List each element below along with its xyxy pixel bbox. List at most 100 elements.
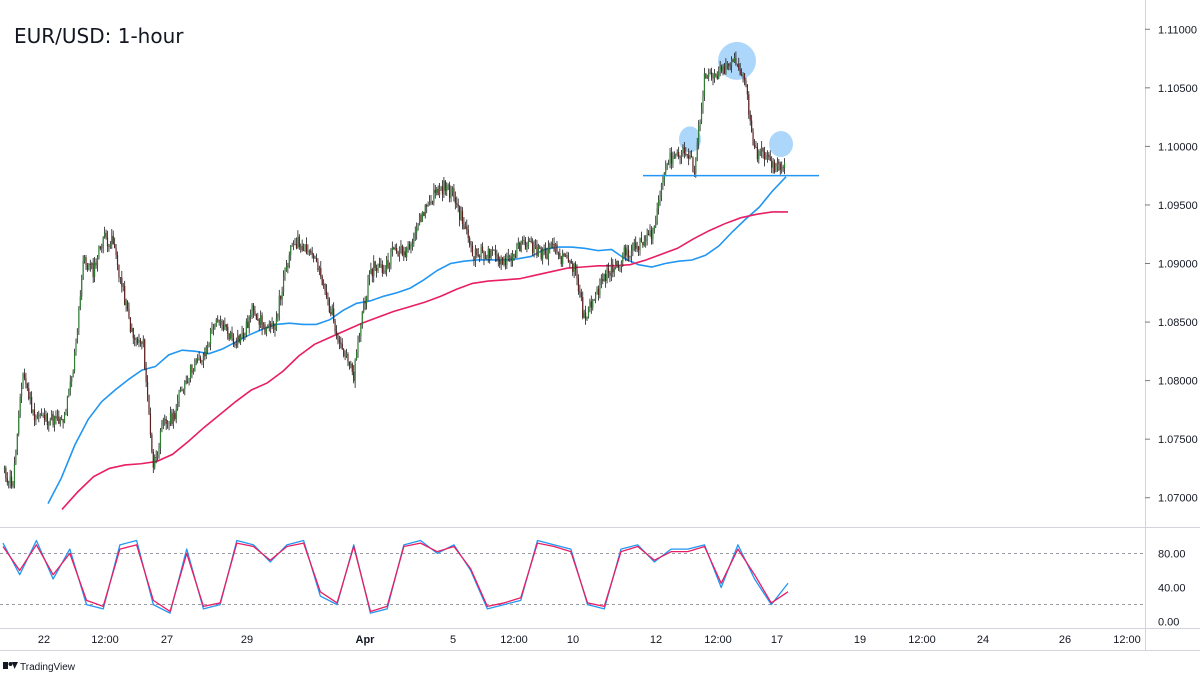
candle-body — [476, 248, 478, 255]
candle-body — [696, 142, 698, 159]
candle-body — [73, 352, 76, 372]
candle-body — [174, 413, 176, 420]
candle-body — [698, 125, 700, 143]
candle-body — [782, 167, 784, 169]
candle-body — [251, 305, 253, 314]
candle-body — [778, 161, 780, 165]
candle-body — [169, 412, 172, 424]
candle-body — [765, 158, 767, 160]
candle-body — [723, 65, 726, 75]
candle-body — [606, 268, 608, 281]
candle-body — [39, 415, 41, 417]
candle-body — [729, 65, 731, 67]
candle-body — [334, 321, 336, 332]
candle-body — [78, 308, 80, 329]
candle-body — [477, 254, 479, 257]
candle-body — [543, 248, 545, 250]
candle-body — [192, 371, 194, 373]
candle-body — [301, 246, 303, 251]
candle-body — [731, 59, 733, 67]
candle-body — [629, 256, 631, 258]
candle-body — [615, 261, 617, 269]
candle-body — [449, 184, 451, 198]
candle-body — [570, 260, 572, 264]
candle-body — [156, 454, 159, 458]
candle-body — [583, 312, 585, 318]
candle-body — [716, 75, 718, 79]
candle-body — [348, 361, 351, 366]
time-tick-label: 5 — [450, 634, 456, 646]
candle-body — [353, 371, 355, 382]
candle-body — [32, 409, 34, 413]
candle-body — [18, 414, 20, 434]
candle-body — [625, 247, 627, 256]
candle-body — [728, 63, 730, 66]
candle-body — [270, 323, 272, 327]
candle-body — [52, 413, 54, 426]
candle-body — [48, 424, 50, 426]
candle-body — [321, 276, 323, 285]
candle-body — [383, 270, 385, 273]
candle-body — [92, 263, 94, 278]
candle-body — [675, 153, 677, 156]
candle-body — [124, 285, 126, 306]
candle-body — [191, 365, 193, 373]
candle-body — [775, 166, 777, 172]
candle-body — [5, 467, 7, 479]
candle-body — [325, 290, 328, 297]
candle-body — [341, 343, 343, 350]
candle-body — [41, 415, 43, 417]
candle-body — [481, 246, 484, 252]
candle-body — [489, 249, 491, 258]
candle-body — [391, 247, 393, 252]
candle-body — [72, 371, 74, 377]
candle-body — [241, 332, 243, 337]
candle-body — [592, 300, 594, 308]
candle-body — [562, 253, 564, 265]
candle-body — [702, 96, 704, 109]
candle-body — [577, 278, 580, 292]
candle-body — [590, 301, 592, 308]
candle-body — [459, 206, 461, 220]
candle-body — [271, 323, 273, 327]
candle-body — [278, 295, 280, 316]
price-tick-label: 1.08500 — [1158, 317, 1198, 329]
candle-body — [643, 241, 645, 246]
candle-body — [76, 328, 79, 343]
candle-body — [146, 381, 149, 396]
candle-body — [529, 241, 531, 243]
candle-body — [706, 77, 708, 79]
candle-body — [217, 319, 219, 321]
candle-body — [569, 260, 571, 263]
candle-body — [105, 232, 107, 238]
candle-body — [560, 256, 562, 265]
candle-body — [202, 353, 205, 362]
candle-body — [232, 337, 235, 344]
candle-body — [85, 257, 87, 266]
candle-body — [298, 236, 300, 248]
candle-body — [573, 263, 575, 272]
candle-body — [360, 324, 362, 337]
candle-body — [499, 259, 501, 265]
candle-body — [689, 155, 691, 159]
candle-body — [554, 243, 557, 251]
candle-body — [781, 167, 783, 171]
candle-body — [91, 263, 93, 265]
candle-body — [680, 152, 683, 158]
candle-body — [549, 247, 551, 249]
candle-body — [197, 359, 199, 361]
candle-body — [417, 225, 419, 229]
candle-body — [121, 277, 123, 287]
candle-body — [358, 336, 361, 342]
price-tick-label: 1.08000 — [1158, 376, 1198, 388]
candle-body — [132, 327, 134, 339]
candle-body — [368, 273, 371, 280]
candle-body — [428, 201, 431, 206]
candle-body — [692, 157, 694, 172]
candle-body — [487, 249, 489, 257]
candle-body — [345, 354, 348, 357]
candle-body — [444, 180, 446, 191]
candle-body — [503, 258, 505, 265]
candle-body — [364, 301, 366, 304]
candle-body — [267, 327, 269, 329]
